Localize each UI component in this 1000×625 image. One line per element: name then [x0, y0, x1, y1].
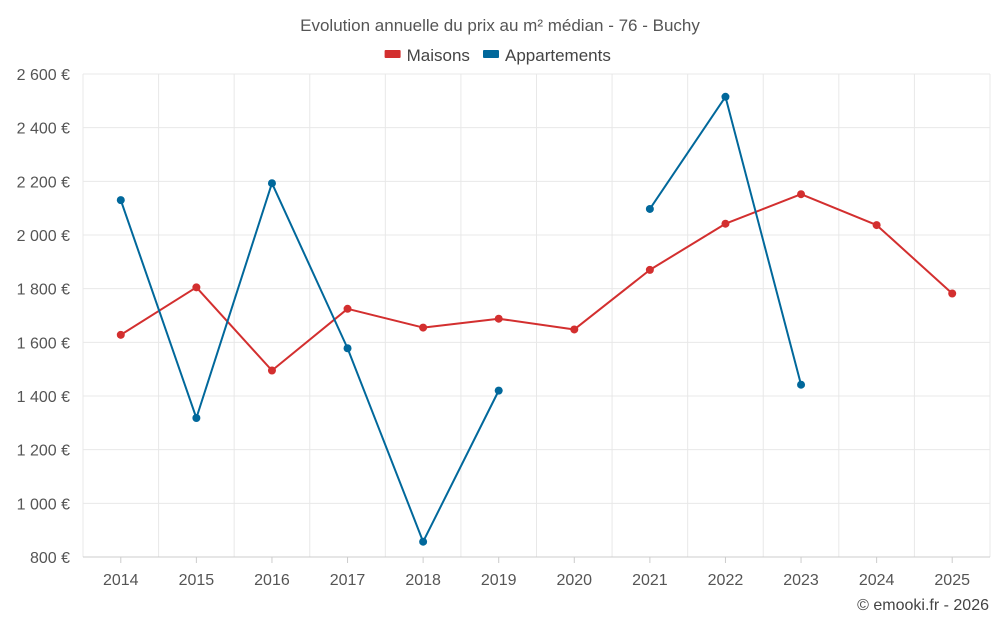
x-tick-label: 2019	[481, 572, 517, 589]
legend-swatch	[483, 50, 499, 58]
data-point[interactable]	[116, 196, 125, 205]
grid	[82, 73, 991, 557]
series-maisons	[116, 190, 957, 375]
data-point[interactable]	[192, 414, 201, 423]
legend-label: Appartements	[505, 46, 611, 65]
series-line	[649, 95, 803, 385]
series-appartements	[116, 92, 806, 546]
data-point[interactable]	[948, 289, 957, 298]
legend: Maisons Appartements	[384, 46, 611, 65]
data-point[interactable]	[343, 344, 352, 353]
data-point[interactable]	[267, 366, 276, 375]
data-point[interactable]	[494, 314, 503, 323]
series-line	[119, 182, 500, 543]
data-point[interactable]	[494, 386, 503, 395]
x-tick-label: 2022	[708, 572, 744, 589]
data-point[interactable]	[797, 380, 806, 389]
data-point[interactable]	[645, 265, 654, 274]
legend-label: Maisons	[407, 46, 470, 65]
y-tick-label: 2 400 €	[17, 121, 70, 138]
series-line	[120, 193, 953, 372]
data-point[interactable]	[343, 304, 352, 313]
x-tick-label: 2014	[103, 572, 139, 589]
data-point[interactable]	[192, 283, 201, 292]
y-tick-label: 800 €	[30, 550, 70, 567]
credit-text: © emooki.fr - 2026	[857, 597, 989, 614]
legend-item-appartements[interactable]: Appartements	[483, 46, 611, 65]
y-tick-label: 1 400 €	[17, 389, 70, 406]
data-point[interactable]	[267, 179, 276, 188]
data-point[interactable]	[116, 330, 125, 339]
data-point[interactable]	[872, 221, 881, 230]
data-point[interactable]	[419, 537, 428, 546]
axes: 800 € 1 000 € 1 200 € 1 400 € 1 600 € 1 800 €…	[17, 67, 990, 589]
data-point[interactable]	[721, 219, 730, 228]
x-tick-label: 2024	[859, 572, 895, 589]
x-tick-label: 2025	[934, 572, 970, 589]
x-tick-label: 2020	[556, 572, 592, 589]
chart-title: Evolution annuelle du prix au m² médian …	[300, 16, 700, 35]
y-tick-label: 1 600 €	[17, 335, 70, 352]
y-tick-label: 1 000 €	[17, 496, 70, 513]
x-tick-label: 2021	[632, 572, 668, 589]
data-point[interactable]	[721, 92, 730, 101]
x-tick-label: 2017	[330, 572, 366, 589]
data-point[interactable]	[797, 190, 806, 199]
y-tick-label: 1 200 €	[17, 443, 70, 460]
x-tick-label: 2023	[783, 572, 819, 589]
data-point[interactable]	[570, 325, 579, 334]
legend-item-maisons[interactable]: Maisons	[384, 46, 470, 65]
x-tick-label: 2018	[405, 572, 441, 589]
y-tick-label: 2 000 €	[17, 228, 70, 245]
data-point[interactable]	[419, 323, 428, 332]
legend-swatch	[384, 50, 401, 58]
series-layer	[116, 92, 957, 546]
y-tick-label: 2 600 €	[17, 67, 70, 84]
data-point[interactable]	[645, 204, 654, 213]
y-tick-label: 1 800 €	[17, 282, 70, 299]
x-tick-label: 2015	[179, 572, 215, 589]
x-tick-label: 2016	[254, 572, 290, 589]
y-tick-label: 2 200 €	[17, 174, 70, 191]
